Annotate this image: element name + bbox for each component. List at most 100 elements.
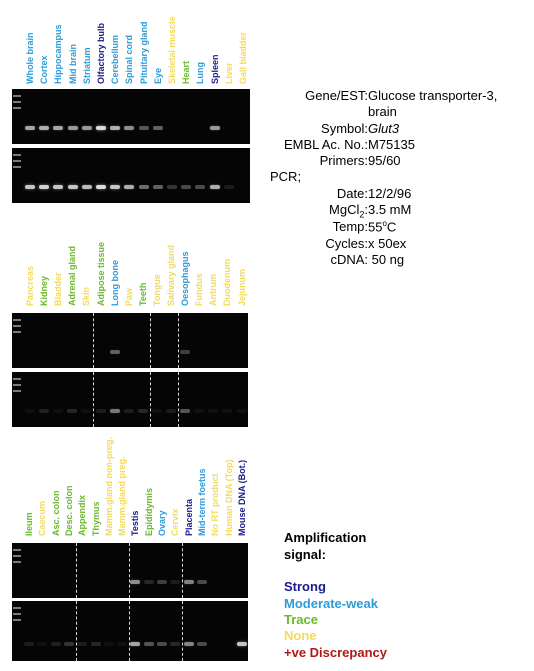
gel-image-bottom (12, 601, 248, 661)
pcr-label: PCR; (270, 169, 302, 184)
gel-band (143, 642, 154, 646)
gel-band (130, 580, 141, 584)
lane-label: Duodenum (222, 259, 233, 306)
gel-band (170, 642, 181, 646)
legend-strong: Strong (284, 579, 326, 594)
lane-label: Spinal cord (124, 34, 135, 84)
gel-band (195, 185, 206, 189)
gel-band (37, 642, 48, 646)
gel-divider (149, 372, 151, 427)
gel-band (25, 126, 35, 130)
gel-band (103, 642, 114, 646)
gel-band (109, 350, 120, 354)
legend-discrepancy: +ve Discrepancy (284, 645, 387, 660)
lane-label: Placenta (183, 498, 194, 536)
date-value: 12/2/96 (368, 186, 412, 201)
lane-label: No RT product (210, 473, 221, 537)
cycles-value: x 50ex (368, 236, 407, 251)
mgcl-key: MgCl2: (329, 202, 368, 220)
gel-band (143, 580, 154, 584)
gel-ladder-mark (13, 331, 21, 333)
lane-label: Human DNA (Top) (223, 459, 234, 537)
gel-band (167, 185, 177, 189)
lane-label: Mamm.gland preg. (117, 456, 128, 536)
gel-band (81, 409, 92, 413)
primers-value: 95/60 (368, 153, 401, 168)
gel-ladder-mark (13, 390, 21, 392)
gel-band (138, 126, 149, 130)
lane-label: Skeletal muscle (167, 16, 177, 84)
gel-band (25, 185, 35, 189)
temp-key: Temp: (332, 219, 368, 234)
gel-divider (128, 601, 130, 661)
lane-label: Desc. colon (63, 485, 74, 536)
lane-label: Testis (130, 510, 141, 536)
gel-band (81, 126, 92, 130)
gel-ladder-mark (13, 319, 21, 321)
gel-band (223, 185, 234, 189)
lane-label: Ileum (24, 512, 34, 536)
gel-image-top (12, 543, 248, 598)
gel-divider (178, 313, 180, 368)
lane-label: Bladder (53, 272, 64, 306)
legend-trace: Trace (284, 612, 318, 627)
gel-ladder-mark (13, 101, 21, 103)
gel-band (194, 409, 205, 413)
gel-ladder-mark (13, 607, 21, 609)
gel-band (170, 580, 181, 584)
lane-label: Asc. colon (50, 490, 61, 536)
gel-band (39, 185, 50, 189)
legend-title-line1: Amplification (284, 530, 367, 545)
cdna-value: 50 ng (368, 252, 405, 267)
embl-key: EMBL Ac. No.: (283, 137, 368, 152)
gel-divider (93, 313, 95, 368)
legend-title-line2: signal: (284, 547, 326, 562)
gel-band (53, 409, 64, 413)
gel-image-bottom (12, 372, 248, 427)
gel-band (95, 409, 106, 413)
gel-band (236, 409, 247, 413)
gel-band (208, 409, 219, 413)
lane-label: Epididymis (143, 487, 154, 536)
lane-label: Skin (81, 286, 92, 306)
gel-band (90, 642, 101, 646)
gene-est-value-line2: brain (368, 104, 397, 119)
lane-label: Adipose tissue (95, 241, 106, 306)
lane-label: Striatum (81, 47, 92, 84)
gel-ladder-mark (13, 561, 21, 563)
gel-divider (75, 543, 77, 598)
gel-image-top (12, 313, 248, 368)
symbol-key: Symbol: (321, 121, 368, 136)
lane-label: Cerebellum (110, 34, 121, 84)
lane-label: Teeth (137, 282, 148, 306)
gel-image-top (12, 89, 250, 144)
lane-label: Mamm.gland non-preg. (103, 437, 114, 536)
lane-label: Gall bladder (238, 31, 248, 84)
lane-label: Thymus (90, 501, 101, 536)
lane-label: Pancreas (25, 265, 35, 306)
lane-label: Whole brain (25, 32, 35, 85)
gene-est-key: Gene/EST: (305, 88, 368, 103)
gel-band (180, 350, 191, 354)
lane-label: Paw (123, 287, 134, 306)
gel-band (50, 642, 61, 646)
lane-label: Mouse DNA (Bot.) (236, 459, 247, 536)
gel-ladder-mark (13, 555, 21, 557)
gel-band (137, 409, 148, 413)
gel-ladder-mark (13, 378, 21, 380)
lane-label: Cervix (170, 508, 181, 536)
lane-label: Antrum (208, 274, 219, 306)
gel-ladder-mark (13, 160, 21, 162)
gel-band (25, 409, 35, 413)
gel-band (236, 642, 247, 646)
gel-band (67, 409, 78, 413)
gel-band (209, 126, 220, 130)
gel-band (157, 642, 167, 646)
gel-band (138, 185, 149, 189)
gel-ladder-mark (13, 325, 21, 327)
gel-divider (181, 601, 183, 661)
temp-value: 55oC (368, 219, 397, 235)
gel-image-bottom (12, 148, 250, 203)
lane-label: Spleen (209, 54, 220, 84)
lane-label: Mid brain (67, 44, 78, 84)
